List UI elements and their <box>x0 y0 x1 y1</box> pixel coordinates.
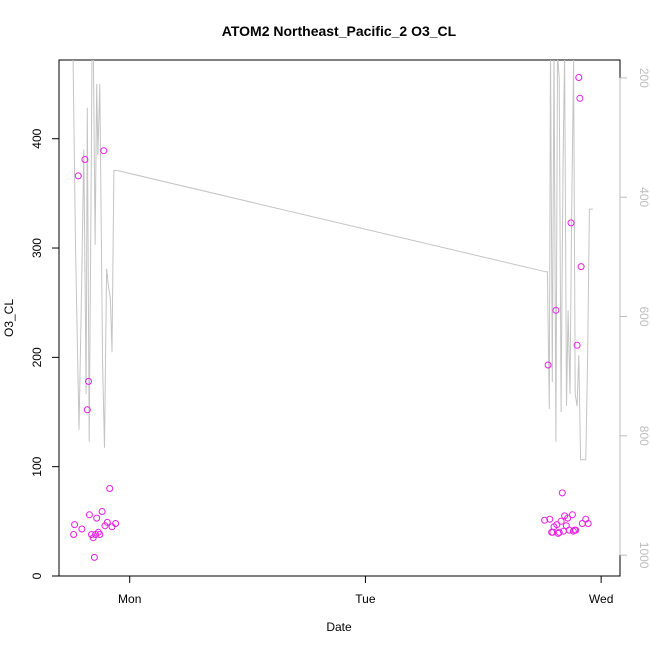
data-point <box>573 341 581 349</box>
data-point <box>78 525 86 533</box>
data-point <box>577 263 585 271</box>
data-point <box>74 172 82 180</box>
y-tick-label: 400 <box>30 128 44 148</box>
right-tick-label: 200 <box>637 68 650 88</box>
y-axis-label: O3_CL <box>2 299 16 337</box>
x-tick-label: Tue <box>355 592 376 606</box>
point-series <box>70 74 592 561</box>
y-tick-label: 100 <box>30 456 44 476</box>
chart-title: ATOM2 Northeast_Pacific_2 O3_CL <box>222 23 457 39</box>
data-point <box>71 521 79 529</box>
right-tick-label: 400 <box>637 187 650 207</box>
data-point <box>103 518 111 526</box>
data-point <box>552 306 560 314</box>
y-tick-label: 300 <box>30 238 44 258</box>
data-point <box>572 526 580 534</box>
y-tick-label: 0 <box>30 572 44 579</box>
right-tick-label: 600 <box>637 306 650 326</box>
data-point <box>557 517 565 525</box>
x-axis-label: Date <box>326 620 352 634</box>
data-point <box>93 514 101 522</box>
right-axis: 200 400 600 800 1000 <box>619 68 650 569</box>
data-point <box>558 489 566 497</box>
y-axis: 0 100 200 300 400 <box>30 128 60 579</box>
data-point <box>576 94 584 102</box>
data-point <box>108 523 116 531</box>
data-point <box>541 516 549 524</box>
data-point <box>100 147 108 155</box>
line-series <box>72 60 593 461</box>
right-tick-label: 800 <box>637 426 650 446</box>
data-point <box>544 361 552 369</box>
data-point <box>98 508 106 515</box>
data-point <box>70 531 78 538</box>
data-point <box>553 521 561 529</box>
x-tick-label: Wed <box>589 592 613 606</box>
data-point <box>81 156 89 163</box>
data-point <box>584 520 592 527</box>
plot-area <box>58 59 621 577</box>
data-point <box>90 553 98 561</box>
y-tick-label: 200 <box>30 347 44 367</box>
data-point <box>564 514 572 522</box>
data-point <box>85 377 92 385</box>
data-point <box>568 511 576 519</box>
data-point <box>567 219 575 227</box>
data-point <box>575 74 583 81</box>
series-line <box>72 60 593 461</box>
data-point <box>546 515 554 523</box>
data-point <box>106 485 114 492</box>
data-point <box>96 531 104 538</box>
x-axis: Mon Tue Wed <box>118 575 613 606</box>
data-point <box>83 406 91 414</box>
data-point <box>562 522 570 530</box>
data-point <box>85 511 93 519</box>
data-point <box>112 520 120 527</box>
right-tick-label: 1000 <box>637 542 650 569</box>
x-tick-label: Mon <box>118 592 141 606</box>
data-point <box>555 528 563 536</box>
plot-frame <box>58 59 621 577</box>
